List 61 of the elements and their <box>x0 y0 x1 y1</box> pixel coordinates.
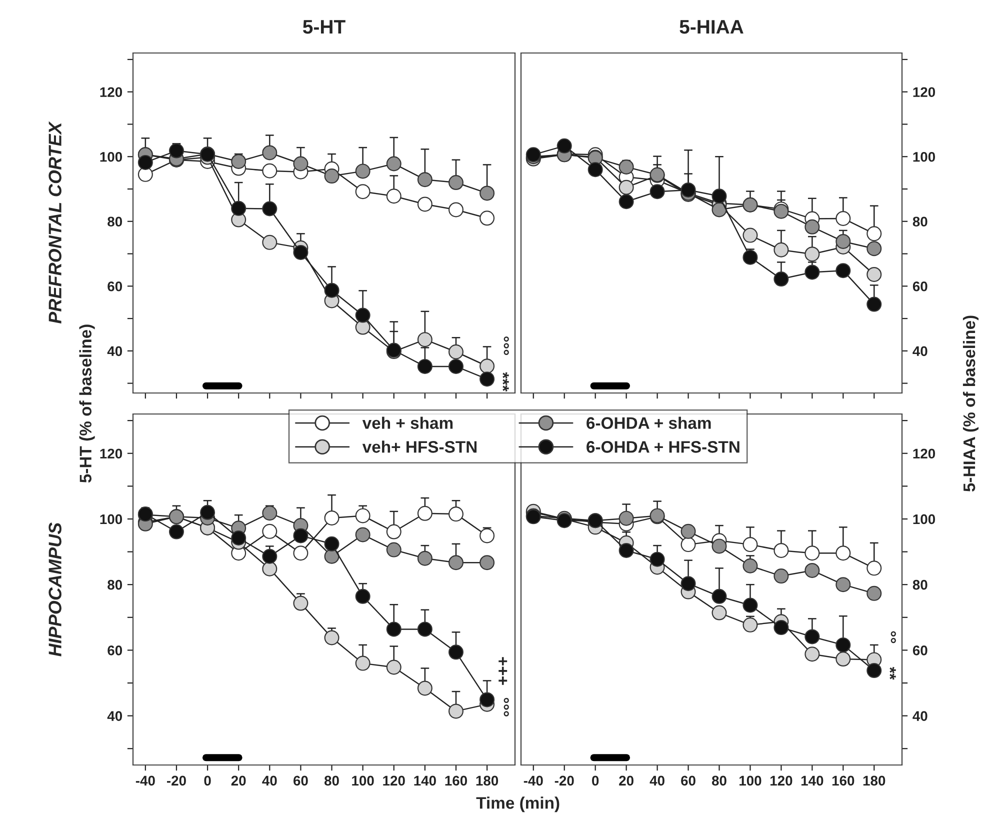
annotation: ** <box>890 666 896 680</box>
legend-label: veh + sham <box>362 416 453 429</box>
y2-tick-label: 60 <box>912 646 928 656</box>
chart-title: 5-HT <box>302 20 346 34</box>
y-tick-label: 40 <box>107 711 122 721</box>
y-tick-label: 60 <box>108 281 122 292</box>
y2-tick-label: 40 <box>912 711 928 721</box>
x-tick-label: 60 <box>293 776 308 786</box>
chart-title: 5-HIAA <box>680 20 744 34</box>
legend-label: 6-OHDA + HFS-STN <box>586 441 740 453</box>
x-axis-title: Time (min) <box>476 796 560 812</box>
y2-tick-label: 100 <box>913 152 936 162</box>
y2-tick-label: 100 <box>913 514 936 524</box>
y-tick-label: 120 <box>100 448 122 459</box>
annotation: +++ <box>498 657 508 685</box>
y2-tick-label: 80 <box>912 580 928 590</box>
x-tick-label: 180 <box>476 776 498 786</box>
x-tick-label: 140 <box>801 776 824 786</box>
y2-tick-label: 120 <box>913 87 936 98</box>
x-tick-label: 0 <box>592 776 599 786</box>
x-tick-label: 120 <box>770 776 792 786</box>
x-tick-label: 100 <box>740 776 762 786</box>
x-tick-label: -20 <box>554 776 574 786</box>
x-tick-label: -20 <box>166 776 186 786</box>
x-tick-label: 160 <box>445 776 468 786</box>
x-tick-label: 0 <box>204 776 211 786</box>
y2-tick-label: 80 <box>912 216 928 227</box>
x-tick-label: 80 <box>712 776 726 786</box>
y2-tick-label: 40 <box>912 346 928 356</box>
x-tick-label: 160 <box>832 776 854 786</box>
annotation: °° <box>890 631 896 644</box>
y-axis-title: 5-HT (% of baseline) <box>79 324 95 483</box>
x-tick-label: 80 <box>324 776 339 786</box>
y-tick-label: 80 <box>108 580 122 590</box>
y-tick-label: 100 <box>100 514 122 524</box>
y2-axis-title: 5-HIAA (% of baseline) <box>962 316 978 492</box>
x-tick-label: 20 <box>231 776 246 786</box>
x-tick-label: 20 <box>619 776 634 786</box>
y-tick-label: 80 <box>108 216 122 227</box>
x-tick-label: 100 <box>352 776 374 786</box>
x-tick-label: -40 <box>524 776 543 786</box>
annotation: *** <box>502 372 509 392</box>
x-tick-label: -40 <box>136 776 155 786</box>
x-tick-label: 60 <box>681 776 696 786</box>
y-tick-label: 120 <box>100 87 122 98</box>
y-tick-label: 100 <box>100 152 122 162</box>
text: HIPPOCAMPUS <box>48 522 62 656</box>
legend-label: veh+ HFS-STN <box>362 440 477 453</box>
y2-tick-label: 60 <box>912 281 928 292</box>
y-tick-label: 40 <box>107 346 122 356</box>
legend-label: 6-OHDA + sham <box>586 416 711 429</box>
text: PREFRONTAL CORTEX <box>48 121 62 324</box>
y-tick-label: 60 <box>108 646 122 656</box>
annotation: °°° <box>504 336 509 356</box>
x-tick-label: 120 <box>383 776 405 786</box>
x-tick-label: 40 <box>650 776 664 786</box>
y2-tick-label: 120 <box>913 448 936 459</box>
x-tick-label: 40 <box>262 776 277 786</box>
x-tick-label: 140 <box>414 776 436 786</box>
annotation: °°° <box>504 698 509 716</box>
x-tick-label: 180 <box>863 776 886 786</box>
